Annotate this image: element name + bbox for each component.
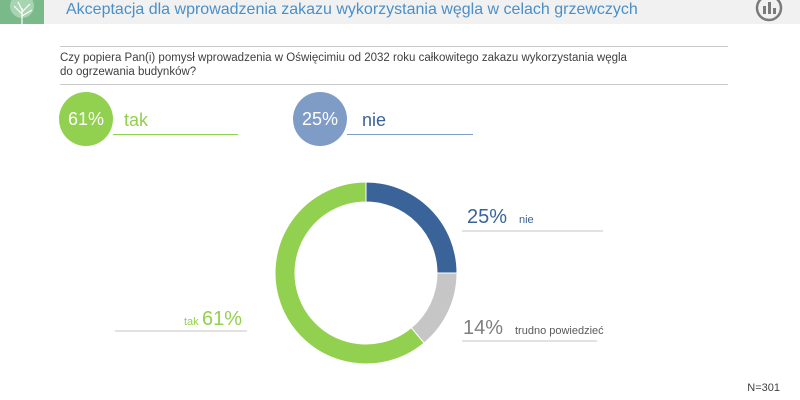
tree-logo-icon	[0, 0, 44, 24]
data-label-nie-value: 25%	[467, 206, 507, 228]
survey-question: Czy popiera Pan(i) pomysł wprowadzenia w…	[60, 46, 728, 85]
sample-size: N=301	[747, 382, 780, 394]
data-label-tak-name: tak	[184, 316, 199, 328]
donut-slice-trudno-powiedzieć	[410, 272, 458, 344]
data-label-nie-name: nie	[519, 214, 534, 226]
donut-slice-tak	[274, 181, 425, 365]
data-label-trudno-value: 14%	[463, 317, 503, 339]
summary-tak-underline	[113, 134, 238, 135]
donut-slice-nie	[365, 181, 458, 274]
summary-nie-value: 25%	[301, 108, 339, 129]
data-label-trudno-name: trudno powiedzieć	[515, 325, 604, 337]
page-title: Akceptacja dla wprowadzenia zakazu wykor…	[66, 1, 638, 18]
summary-nie-label: nie	[362, 110, 387, 130]
summary-nie-underline	[347, 134, 473, 135]
header-bar: Akceptacja dla wprowadzenia zakazu wykor…	[0, 0, 800, 24]
data-label-tak-value: 61%	[202, 308, 242, 330]
summary-tak-value: 61%	[67, 108, 105, 129]
question-text: Czy popiera Pan(i) pomysł wprowadzenia w…	[60, 52, 627, 78]
summary-tak-label: tak	[124, 110, 149, 130]
summary-tak-circle: 61%	[59, 92, 113, 146]
brand-chart-icon	[754, 0, 784, 22]
summary-nie-circle: 25%	[293, 92, 347, 146]
